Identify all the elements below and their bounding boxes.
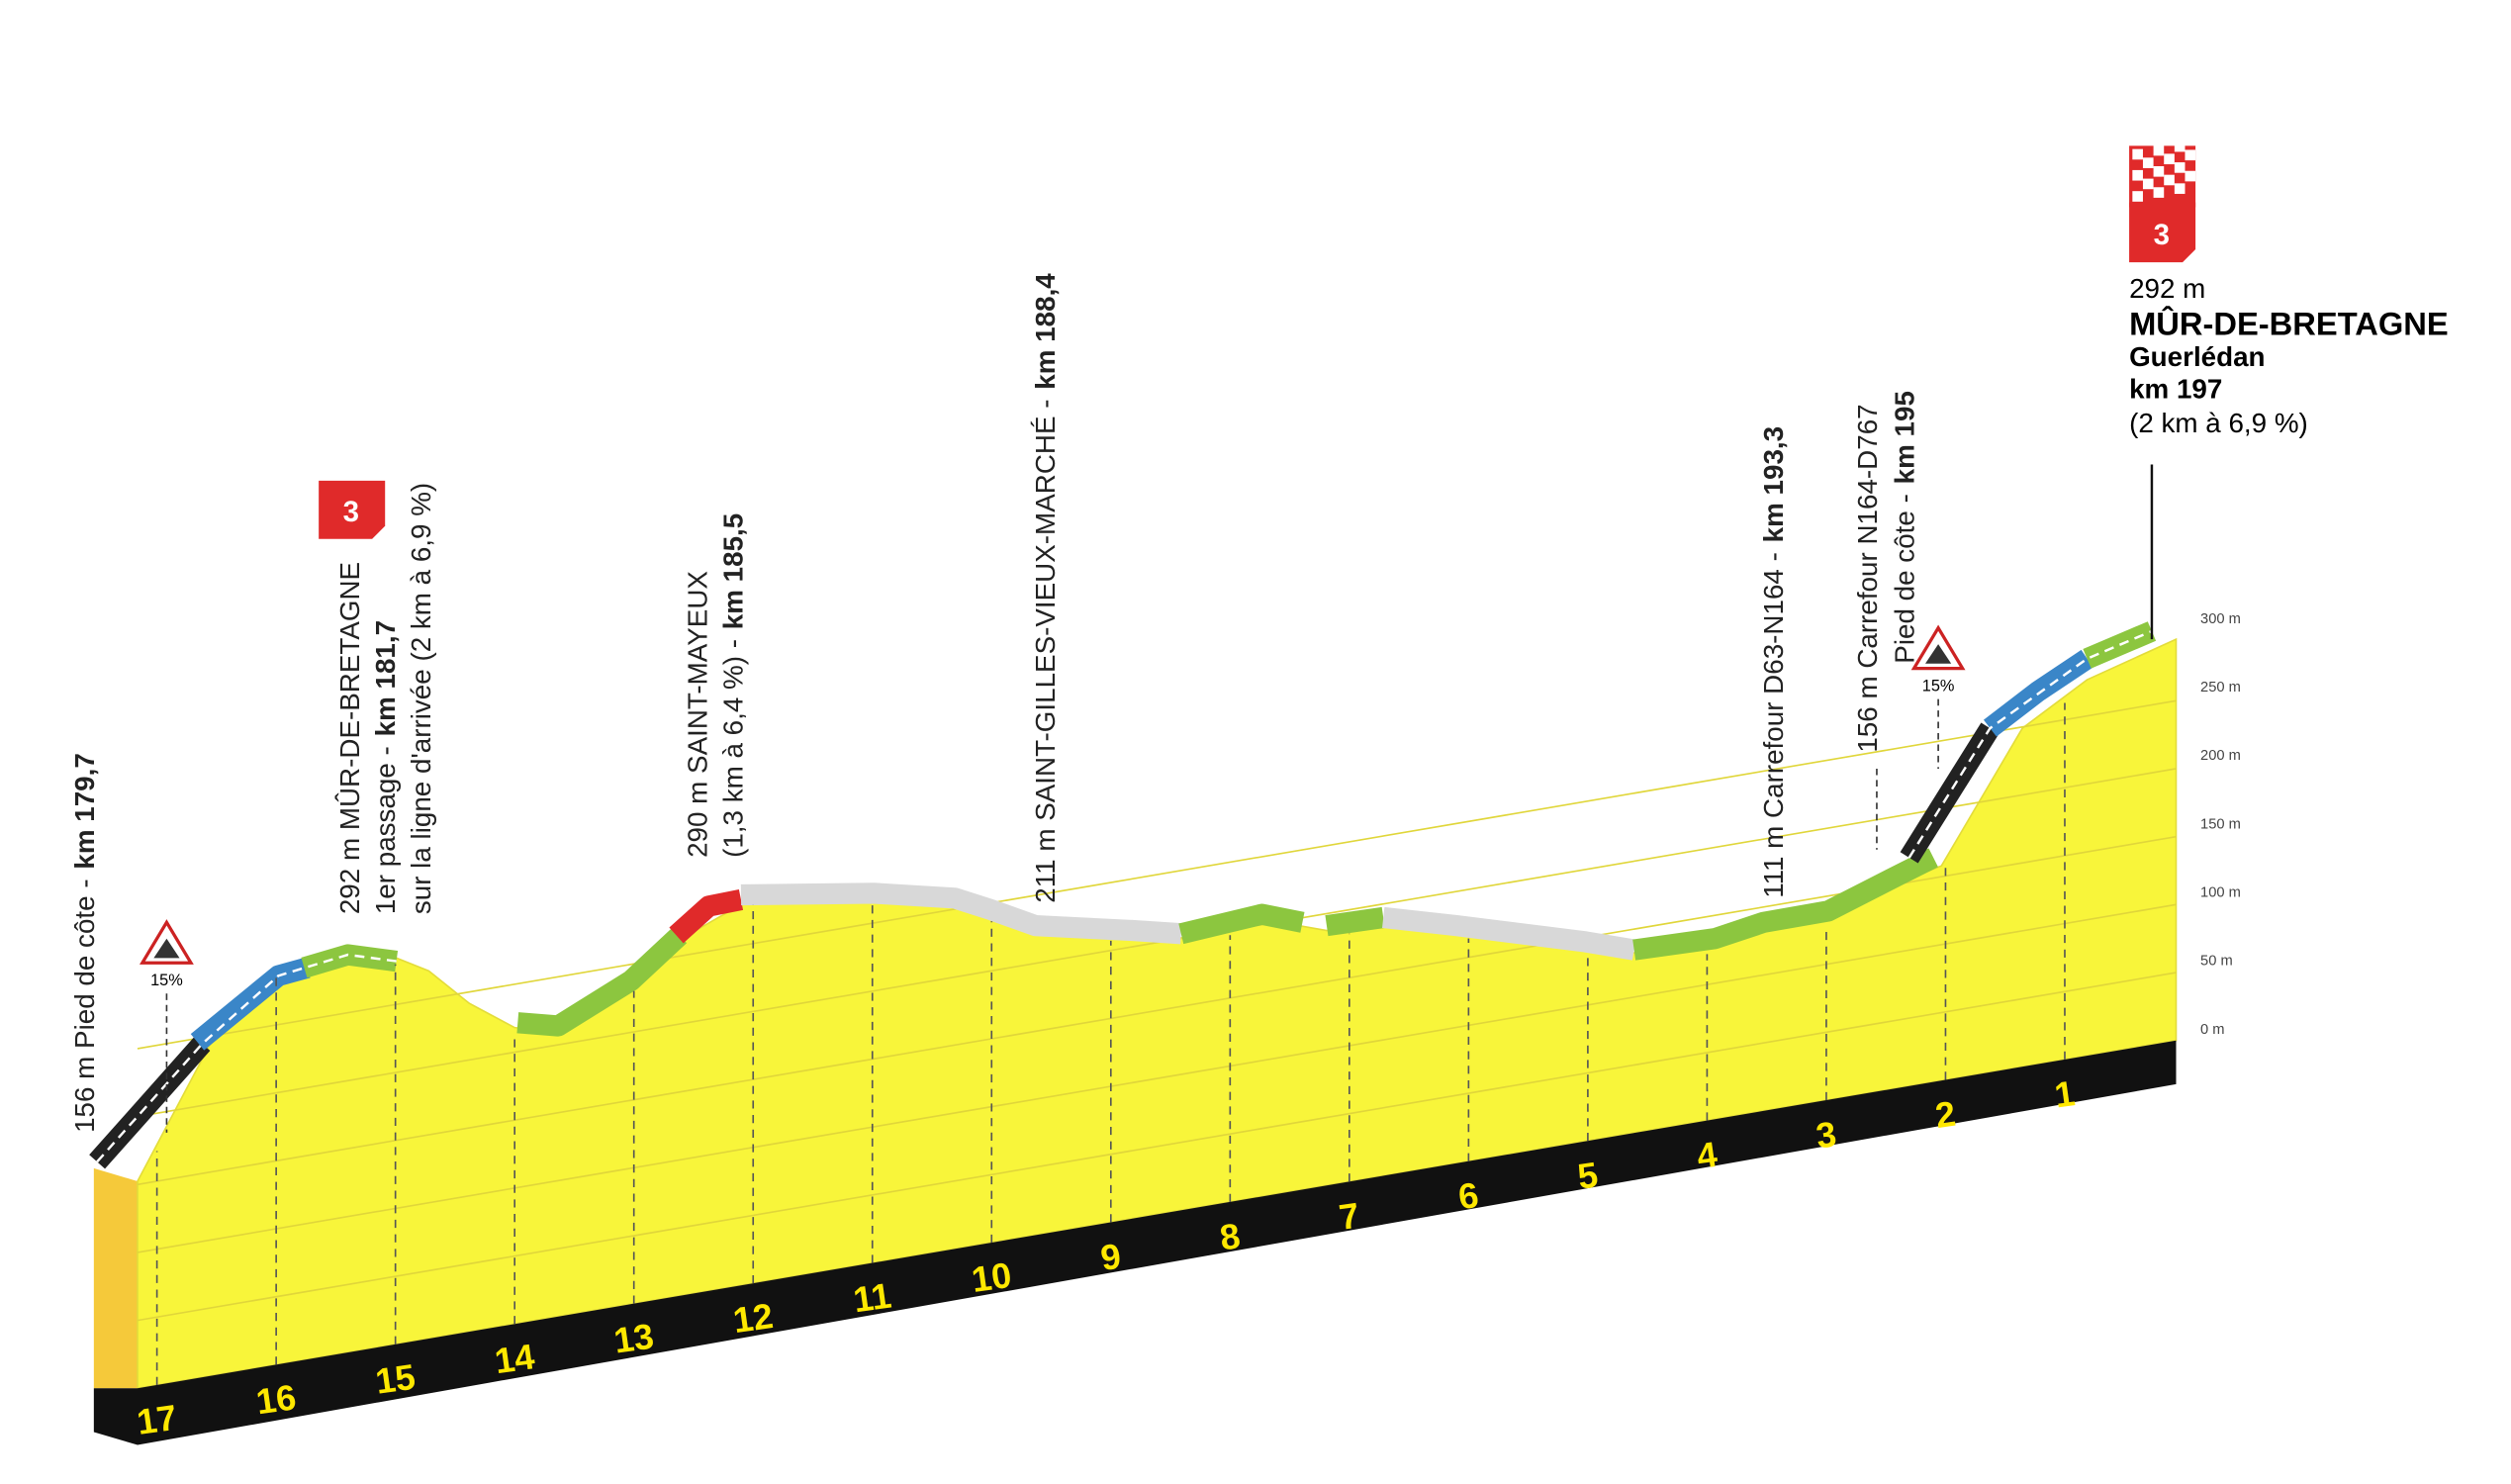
road-centerline <box>1907 629 2153 859</box>
flag-check <box>2174 162 2186 173</box>
waypoint-km: km 193,3 <box>1758 426 1789 542</box>
road-centerline <box>96 953 397 1163</box>
waypoint-label: (1,3 km à 6,4 %) - km 185,5 <box>718 513 749 858</box>
waypoint-km: km 188,4 <box>1030 273 1061 390</box>
elevation-tick-label: 150 m <box>2200 816 2241 832</box>
waypoint-text: 156 m Carrefour N164-D767 <box>1852 404 1883 752</box>
waypoint-text: 111 m Carrefour D63-N164 - <box>1758 552 1789 898</box>
category-label: 3 <box>2154 219 2170 251</box>
flag-check <box>2142 178 2154 190</box>
elevation-line <box>137 972 2177 1322</box>
elevation-tick-label: 200 m <box>2200 748 2241 764</box>
flag-check <box>2132 148 2143 160</box>
waypoint-km: km 195 <box>1890 391 1920 484</box>
profile-base <box>93 1040 2177 1445</box>
gradient-icon: 15% <box>140 919 194 1133</box>
category-label: 3 <box>343 496 359 528</box>
waypoint-text: sur la ligne d'arrivée (2 km à 6,9 %) <box>406 483 436 914</box>
waypoint-text: 156 m Pied de côte - <box>69 879 100 1133</box>
elevation-line <box>137 835 2177 1186</box>
flag-check <box>2142 157 2154 168</box>
elevation-tick-label: 100 m <box>2200 884 2241 900</box>
finish-altitude: 292 m <box>2129 273 2205 304</box>
waypoint-km: km 181,7 <box>370 620 401 736</box>
waypoint-label: 211 m SAINT-GILLES-VIEUX-MARCHÉ - km 188,… <box>1030 273 1061 903</box>
flag-check <box>2153 144 2165 156</box>
finish-climb: (2 km à 6,9 %) <box>2129 408 2308 438</box>
climb-category-badge: 3 <box>319 480 386 539</box>
flag-check <box>2185 149 2196 161</box>
elevation-line <box>137 699 2177 1050</box>
elevation-line <box>137 903 2177 1253</box>
flag-check <box>2164 153 2175 165</box>
km-label: 10 <box>969 1254 1013 1300</box>
finish-town: Guerlédan <box>2129 341 2265 372</box>
waypoint-label: 156 m Pied de côte - km 179,7 <box>69 753 100 1133</box>
flag-check <box>2164 174 2175 186</box>
waypoint-text: 290 m SAINT-MAYEUX <box>683 571 713 858</box>
elevation-tick-label: 0 m <box>2200 1022 2225 1038</box>
waypoint-text: (1,3 km à 6,4 %) - <box>718 639 749 858</box>
km-label: 13 <box>611 1316 656 1361</box>
waypoint-text: 211 m SAINT-GILLES-VIEUX-MARCHÉ - <box>1030 399 1061 902</box>
flag-check <box>2132 191 2143 202</box>
km-markers: 17 16 15 14 13 12 11 10 9 8 7 6 5 4 3 2 1 <box>135 702 2078 1442</box>
flag-check <box>2132 169 2143 181</box>
km-label: 16 <box>253 1376 298 1422</box>
waypoint-label: Pied de côte - km 195 <box>1890 391 1920 664</box>
km-label: 15 <box>373 1356 418 1402</box>
waypoint-text: 1er passage - <box>370 746 401 914</box>
km-label: 11 <box>851 1275 893 1321</box>
profile-side <box>93 1167 139 1389</box>
gradient-label: 15% <box>150 972 183 989</box>
finish-name: MÛR-DE-BRETAGNE <box>2129 305 2449 342</box>
finish-km: km 197 <box>2129 373 2222 404</box>
finish-flag <box>2129 140 2196 208</box>
flag-check <box>2174 140 2186 152</box>
waypoint-text: Pied de côte - <box>1890 494 1920 664</box>
km-label: 14 <box>492 1336 536 1381</box>
gradient-label: 15% <box>1922 677 1955 695</box>
flag-check <box>2174 183 2186 194</box>
waypoint-km: km 185,5 <box>718 513 749 629</box>
flag-check <box>2153 165 2165 177</box>
flag-check <box>2153 187 2165 198</box>
elevation-tick-label: 250 m <box>2200 680 2241 696</box>
km-label: 12 <box>730 1295 775 1341</box>
elevation-ticks: 300 m 250 m 200 m 150 m 100 m 50 m 0 m <box>2200 611 2241 1038</box>
gradient-icon: 15% <box>1910 624 1966 769</box>
waypoint-label: 1er passage - km 181,7 <box>370 620 401 914</box>
waypoint-label: 111 m Carrefour D63-N164 - km 193,3 <box>1758 426 1789 898</box>
climb-category-badge: 3 <box>2129 202 2196 263</box>
waypoint-text: 292 m MÛR-DE-BRETAGNE <box>334 562 365 914</box>
elevation-tick-label: 50 m <box>2200 954 2233 970</box>
elevation-tick-label: 300 m <box>2200 611 2241 627</box>
flag-check <box>2185 170 2196 182</box>
waypoint-km: km 179,7 <box>69 753 100 869</box>
km-label: 17 <box>135 1397 179 1442</box>
